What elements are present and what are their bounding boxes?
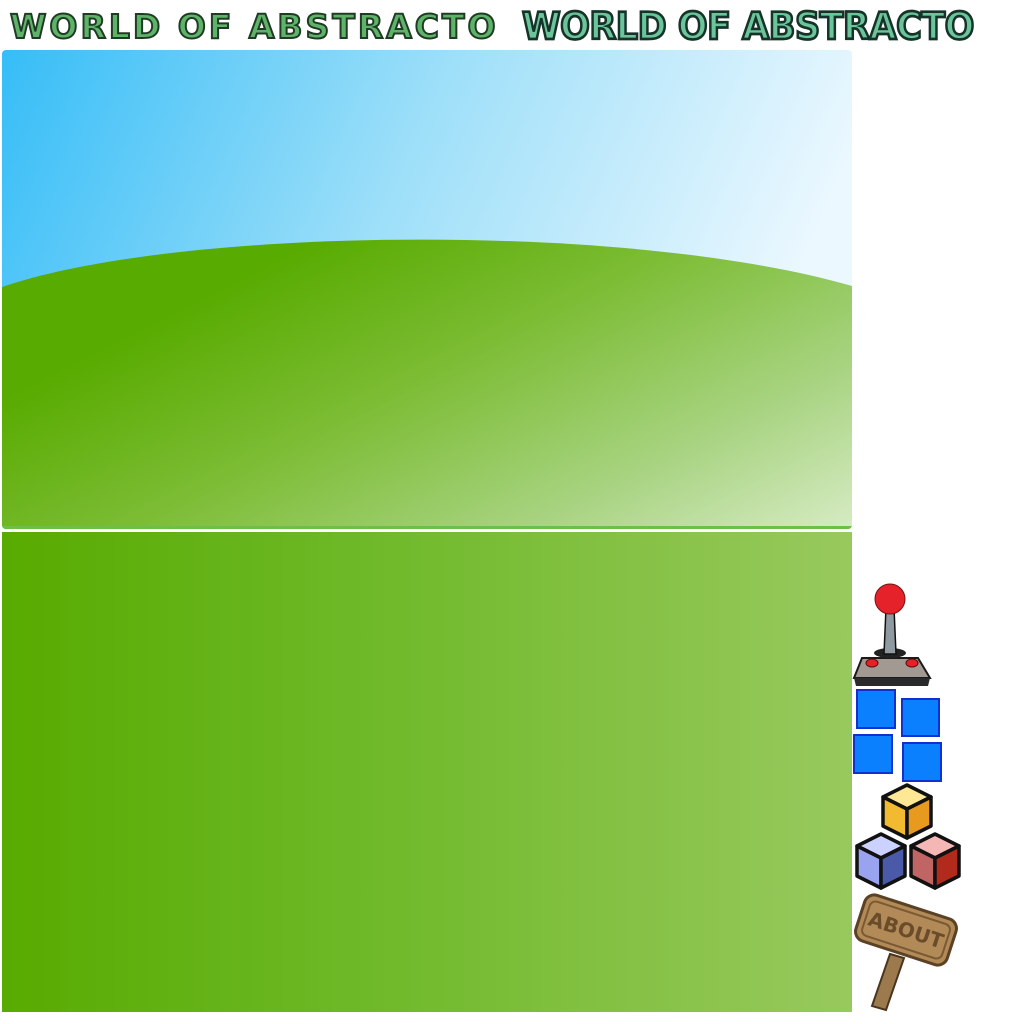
hill-edge xyxy=(2,526,852,529)
scene-sky-and-hill xyxy=(2,50,852,529)
play-button[interactable] xyxy=(852,580,932,688)
colored-cubes-icon xyxy=(855,783,961,890)
about-button[interactable]: ABOUT xyxy=(852,892,960,1014)
puzzle-button[interactable] xyxy=(852,688,944,784)
scene-illustration xyxy=(2,50,852,529)
game-title: WORLD OF ABSTRACTO xyxy=(9,6,499,47)
about-signpost-icon: ABOUT xyxy=(854,893,958,1012)
build-button[interactable] xyxy=(852,782,964,894)
ground-panel xyxy=(2,532,852,1012)
side-menu: ABOUT xyxy=(852,580,964,1014)
joystick-icon xyxy=(852,583,932,686)
hill xyxy=(2,239,852,529)
blue-squares-icon xyxy=(853,689,942,782)
game-title-logo: WORLD OF ABSTRACTO xyxy=(521,4,976,50)
